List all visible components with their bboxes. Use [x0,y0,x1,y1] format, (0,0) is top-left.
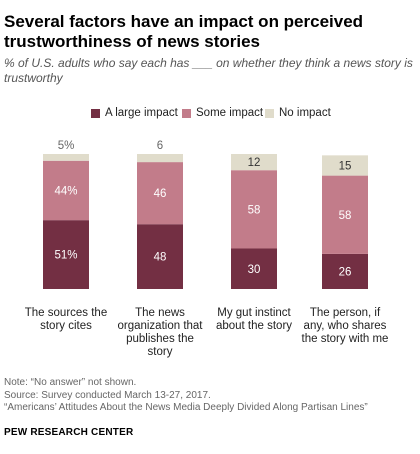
data-label-no-impact: 5% [58,140,75,152]
legend: A large impact Some impact No impact [0,107,420,123]
data-label-no-impact: 6 [157,140,163,152]
data-label-some-impact: 46 [154,188,167,200]
bar-segment-no-impact [322,155,368,176]
legend-label-no-impact: No impact [279,107,331,119]
data-label-large-impact: 26 [339,266,352,278]
category-label: My gut instinct about the story [216,307,292,332]
bar-segment-some-impact [322,175,368,254]
legend-swatch-some-impact [182,108,191,118]
data-label-some-impact: 44% [54,185,77,197]
legend-item-no-impact: No impact [265,107,331,119]
legend-label-some-impact: Some impact [196,107,264,119]
bar-segment-no-impact [43,154,89,161]
legend-label-large-impact: A large impact [105,107,178,119]
bar-segment-some-impact [231,170,277,249]
legend-swatch-large-impact [91,108,100,118]
bar-segment-some-impact [43,160,89,221]
legend-item-some-impact: Some impact [182,107,263,119]
data-label-large-impact: 51% [54,250,77,262]
data-label-some-impact: 58 [339,210,352,222]
category-label: The person, if any, who shares the story w… [302,307,389,345]
stacked-bar-chart: 51% 44% 5% The sources the story cites 48 46 6 T… [25,140,389,358]
bar-segment-no-impact [231,154,277,171]
chart-subtitle: % of U.S. adults who say each has ___ on… [4,56,413,85]
chart-notes: Note: “No answer” not shown. Source: Sur… [4,377,418,415]
bar-segment-some-impact [137,162,183,225]
data-label-large-impact: 30 [248,264,261,276]
data-label-large-impact: 48 [154,252,167,264]
bar-segment-large-impact [231,248,277,289]
data-label-no-impact: 12 [248,157,261,169]
bar-segment-large-impact [322,253,368,289]
note-line: Note: “No answer” not shown. [4,377,137,388]
bar-segment-no-impact [137,154,183,163]
chart-title: Several factors have an impact on percei… [4,12,364,51]
bar-segment-large-impact [137,224,183,289]
category-label: The news organization that publishes the st… [117,307,203,358]
legend-item-large-impact: A large impact [91,107,178,119]
category-label: The sources the story cites [25,307,107,332]
report-title-line: “Americans’ Attitudes About the News Med… [4,402,368,413]
source-organization: PEW RESEARCH CENTER [4,427,134,438]
bar-segment-large-impact [43,220,89,289]
source-line: Source: Survey conducted March 13-27, 20… [4,389,211,401]
data-label-some-impact: 58 [248,204,261,216]
legend-swatch-no-impact [265,108,274,118]
data-label-no-impact: 15 [339,160,352,172]
